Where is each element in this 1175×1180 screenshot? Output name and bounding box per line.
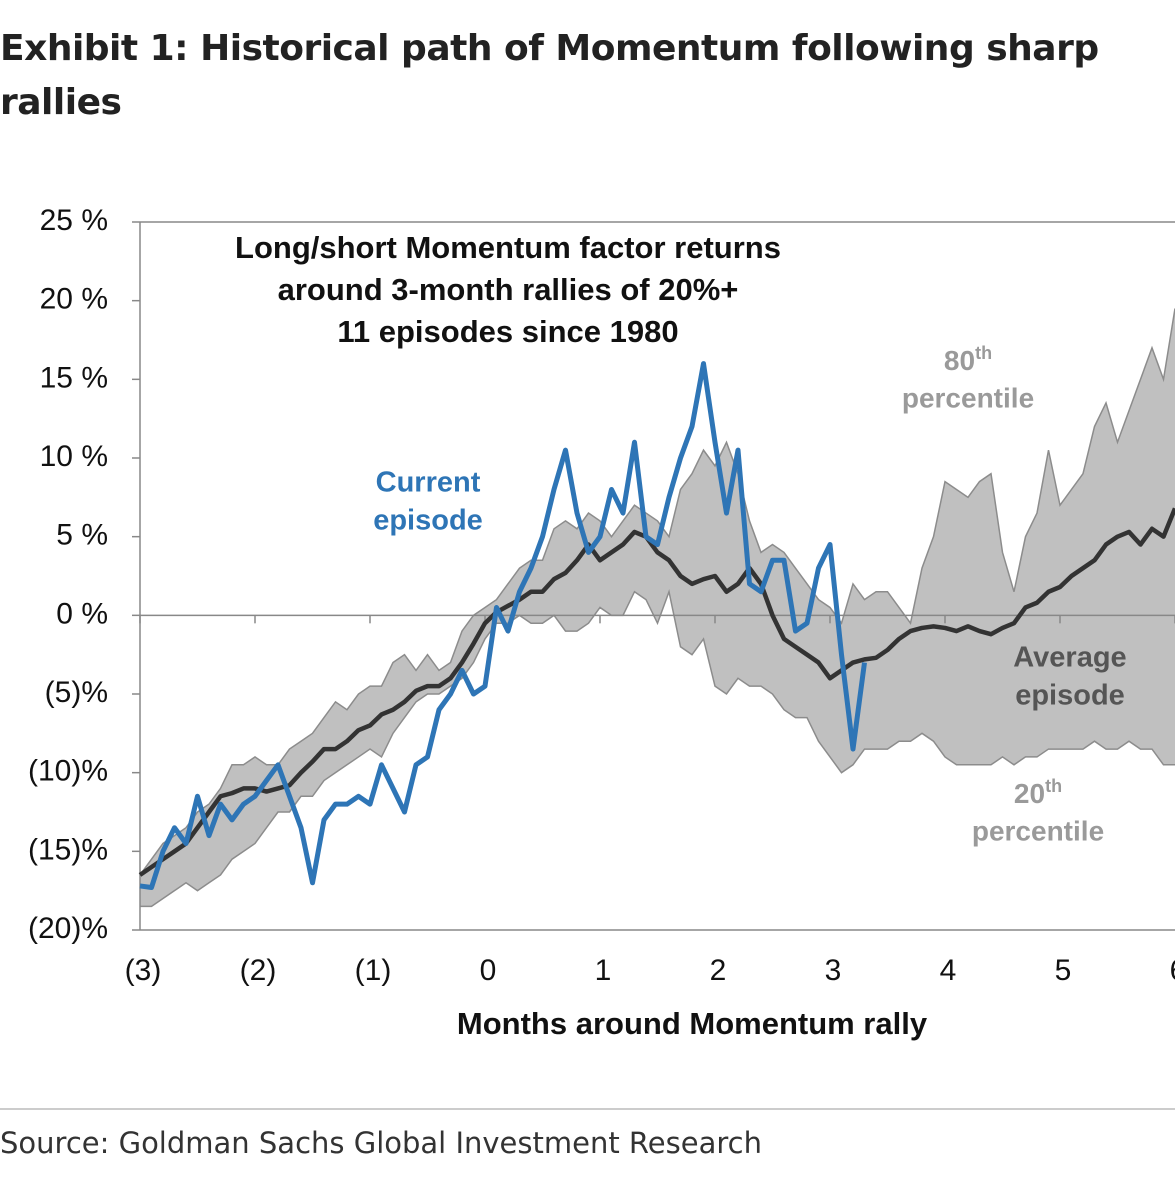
x-tick-label: (3) xyxy=(125,954,162,987)
x-tick-label: 3 xyxy=(825,954,842,987)
y-tick-label: 10 % xyxy=(40,440,108,473)
source: Source: Goldman Sachs Global Investment … xyxy=(0,1126,762,1160)
series-label: Current xyxy=(376,467,481,499)
x-tick-label: 5 xyxy=(1055,954,1072,987)
x-axis-title: Months around Momentum rally xyxy=(457,1006,928,1041)
y-tick-label: (20)% xyxy=(28,912,108,945)
percentile-label: percentile xyxy=(902,382,1034,413)
x-tick-label: 6 xyxy=(1170,954,1175,987)
x-tick-label: 2 xyxy=(710,954,727,987)
percentile-number: 80 xyxy=(944,345,975,376)
percentile-suffix: th xyxy=(1045,776,1062,796)
series-label: Average xyxy=(1013,642,1126,674)
percentile-edge xyxy=(140,589,1175,908)
chart-annotation: Long/short Momentum factor returns xyxy=(235,230,781,265)
y-tick-label: 0 % xyxy=(56,597,108,630)
chart-annotation: around 3-month rallies of 20%+ xyxy=(278,272,739,307)
percentile-label: percentile xyxy=(972,815,1104,846)
title: Exhibit 1: Historical path of Momentum f… xyxy=(0,28,1099,123)
x-tick-label: (2) xyxy=(240,954,277,987)
y-tick-label: (10)% xyxy=(28,755,108,788)
y-tick-label: (5)% xyxy=(45,676,108,709)
chart-annotation: 11 episodes since 1980 xyxy=(337,314,678,349)
x-tick-label: 0 xyxy=(480,954,497,987)
series-label: episode xyxy=(373,505,483,537)
x-tick-label: 1 xyxy=(595,954,612,987)
series-label: episode xyxy=(1015,680,1125,712)
y-tick-label: 25 % xyxy=(40,204,108,237)
percentile-edge xyxy=(139,308,1175,876)
series-line xyxy=(138,507,1175,877)
y-tick-label: 5 % xyxy=(56,519,108,552)
chart: 25 % 20 % 15 % 10 % 5 % 0 % (5)% (10)% (15)% (20)… xyxy=(28,204,1175,1041)
x-tick-label: (1) xyxy=(355,954,392,987)
percentile-suffix: th xyxy=(975,343,992,363)
y-tick-label: 20 % xyxy=(40,283,108,316)
x-tick-label: 4 xyxy=(940,954,957,987)
percentile-number: 20 xyxy=(1014,778,1045,809)
y-tick-label: 15 % xyxy=(40,361,108,394)
divider xyxy=(0,1108,1175,1110)
series-line xyxy=(139,361,867,891)
percentile-label: 20th xyxy=(1014,776,1062,810)
percentile-label: 80th xyxy=(944,343,992,377)
percentile-band xyxy=(140,308,1175,907)
y-tick-label: (15)% xyxy=(28,833,108,866)
